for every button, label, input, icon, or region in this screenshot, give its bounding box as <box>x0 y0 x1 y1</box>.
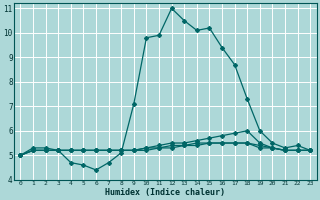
X-axis label: Humidex (Indice chaleur): Humidex (Indice chaleur) <box>105 188 225 197</box>
